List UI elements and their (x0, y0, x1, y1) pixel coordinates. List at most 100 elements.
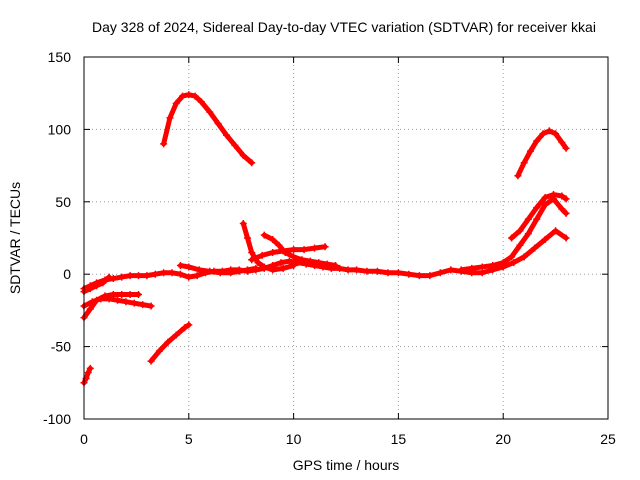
data-point-marker (126, 290, 134, 298)
data-point-marker (248, 248, 256, 256)
data-point-marker (93, 282, 101, 290)
data-point-marker (269, 248, 277, 256)
data-point-marker (151, 270, 159, 278)
series-arc-d (80, 273, 113, 296)
data-point-marker (332, 262, 340, 270)
data-point-marker (269, 235, 277, 243)
data-point-marker (176, 262, 184, 270)
data-point-marker (277, 259, 285, 267)
data-point-marker (489, 262, 497, 270)
data-point-marker (533, 215, 541, 223)
y-tick-label: 0 (63, 266, 71, 282)
data-point-marker (539, 130, 547, 138)
data-point-marker (290, 262, 298, 270)
data-point-marker (160, 269, 168, 277)
data-point-marker (130, 299, 138, 307)
grid-lines (84, 57, 608, 419)
data-point-marker (541, 201, 549, 209)
data-point-marker (195, 266, 203, 274)
data-point-marker (468, 264, 476, 272)
series-arc-m (508, 191, 570, 242)
data-point-marker (84, 369, 92, 377)
data-point-marker (285, 257, 293, 265)
data-point-marker (172, 99, 180, 107)
data-point-marker (275, 241, 283, 249)
data-point-marker (510, 259, 518, 267)
data-point-marker (516, 241, 524, 249)
data-point-marker (164, 338, 172, 346)
data-point-marker (191, 92, 199, 100)
data-point-marker (457, 266, 465, 274)
y-axis-label: SDTVAR / TECUs (7, 182, 23, 294)
data-point-marker (336, 264, 344, 272)
data-point-marker (562, 209, 570, 217)
data-point-marker (323, 260, 331, 268)
data-point-marker (214, 120, 222, 128)
data-point-marker (562, 144, 570, 152)
data-point-marker (533, 204, 541, 212)
data-point-marker (508, 234, 516, 242)
data-point-marker (415, 272, 423, 280)
data-point-marker (122, 298, 130, 306)
series-arc-g (160, 91, 256, 167)
data-point-marker (155, 347, 163, 355)
data-point-marker (290, 253, 298, 261)
data-point-marker (176, 270, 184, 278)
data-point-marker (185, 91, 193, 99)
data-point-marker (86, 364, 94, 372)
data-point-marker (166, 114, 174, 122)
x-tick-label: 25 (600, 431, 616, 447)
data-point-marker (248, 256, 256, 264)
data-point-marker (533, 137, 541, 145)
data-point-marker (562, 234, 570, 242)
data-point-marker (179, 92, 187, 100)
series-arc-i (239, 220, 298, 274)
data-point-marker (526, 147, 534, 155)
data-point-marker (514, 172, 522, 180)
data-point-marker (239, 151, 247, 159)
data-point-marker (197, 98, 205, 106)
series-arc-l (457, 195, 570, 274)
data-point-marker (239, 220, 247, 228)
data-point-marker (172, 331, 180, 339)
x-tick-label: 15 (391, 431, 407, 447)
series-track (81, 365, 93, 386)
y-tick-label: 50 (55, 194, 71, 210)
data-point-marker (352, 266, 360, 274)
data-point-marker (531, 244, 539, 252)
series-arc-a (80, 227, 570, 293)
data-point-marker (524, 230, 532, 238)
data-point-marker (373, 267, 381, 275)
data-point-marker (143, 272, 151, 280)
data-point-marker (384, 269, 392, 277)
data-point-marker (311, 244, 319, 252)
data-point-marker (344, 266, 352, 274)
series-arc-h (176, 262, 260, 277)
data-point-marker (279, 264, 287, 272)
data-point-marker (545, 127, 553, 135)
data-point-marker (436, 269, 444, 277)
data-point-marker (223, 131, 231, 139)
data-point-marker (558, 138, 566, 146)
data-point-marker (181, 324, 189, 332)
data-point-marker (114, 296, 122, 304)
data-point-marker (290, 246, 298, 254)
series-arc-n (514, 127, 570, 180)
data-point-marker (520, 253, 528, 261)
data-point-marker (552, 227, 560, 235)
data-point-marker (134, 272, 142, 280)
data-point-marker (306, 257, 314, 265)
data-point-marker (86, 285, 94, 293)
data-point-marker (99, 279, 107, 287)
data-point-marker (248, 159, 256, 167)
data-point-marker (216, 269, 224, 277)
x-axis-label: GPS time / hours (293, 457, 400, 473)
data-point-marker (93, 296, 101, 304)
data-point-marker (185, 273, 193, 281)
data-point-marker (160, 140, 168, 148)
data-point-marker (231, 141, 239, 149)
y-tick-label: 150 (48, 49, 72, 65)
data-point-marker (185, 321, 193, 329)
data-point-marker (227, 269, 235, 277)
